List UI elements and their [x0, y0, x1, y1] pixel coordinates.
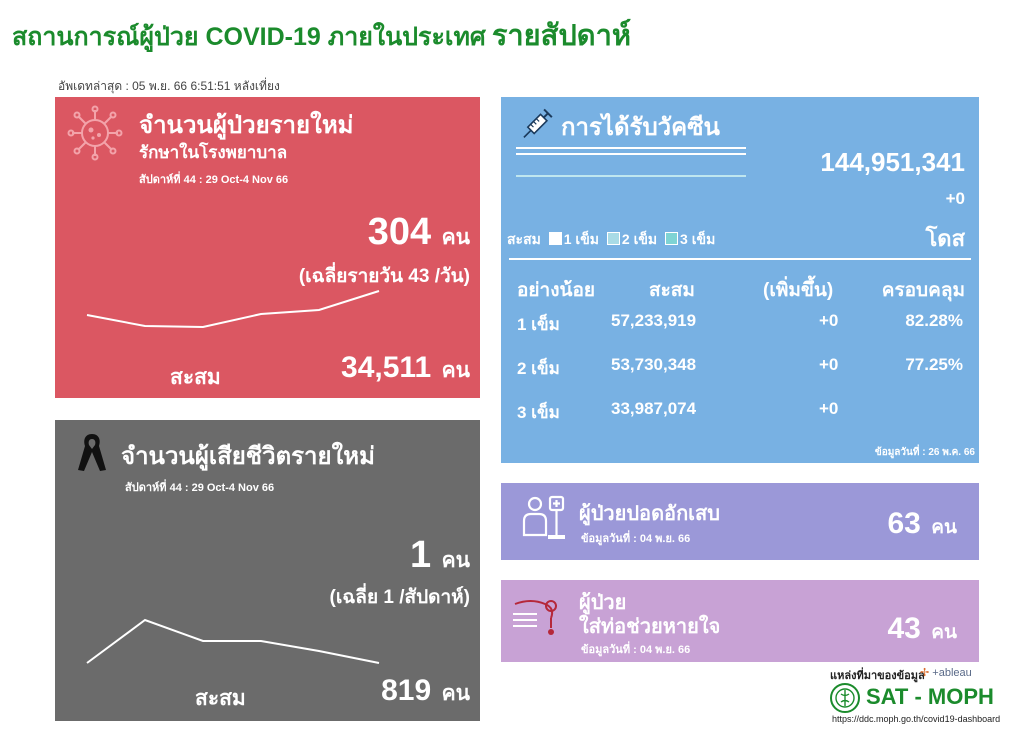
page-title: สถานการณ์ผู้ป่วย COVID-19 ภายในประเทศ ราย…: [12, 12, 631, 58]
deaths-cumulative-label: สะสม: [195, 687, 246, 710]
patient-icon: [522, 495, 565, 539]
dose-3-cumulative: 33,987,074: [611, 399, 697, 418]
deaths-cumulative-row: 819 คน: [381, 674, 470, 710]
deaths-cumulative-unit: คน: [441, 682, 470, 705]
new-cases-subtitle: รักษาในโรงพยาบาล: [139, 143, 288, 162]
pneumonia-title: ผู้ป่วยปอดอักเสบ: [579, 503, 720, 525]
dose-1-coverage: 82.28%: [905, 311, 963, 330]
vaccine-rule-3: [516, 175, 746, 177]
ventilator-value-row: 43 คน: [887, 612, 957, 647]
syringe-icon: [523, 108, 553, 138]
new-cases-title: จำนวนผู้ป่วยรายใหม่: [139, 112, 354, 139]
tableau-cross-icon: ✢: [920, 667, 930, 679]
new-cases-week: สัปดาห์ที่ 44 : 29 Oct-4 Nov 66: [139, 174, 289, 186]
dose-1-label: 1 เข็ม: [517, 315, 560, 334]
vaccine-rule-1: [516, 147, 746, 149]
ventilator-unit: คน: [931, 622, 957, 643]
new-cases-trend-line: [86, 290, 380, 329]
pneumonia-panel[interactable]: ผู้ป่วยปอดอักเสบ ข้อมูลวันที่ : 04 พ.ย. …: [501, 483, 979, 560]
legend-item-1: 1 เข็ม: [563, 231, 599, 247]
pneumonia-data-date: ข้อมูลวันที่ : 04 พ.ย. 66: [581, 533, 691, 545]
deaths-value-row: 1 คน: [410, 534, 470, 577]
pneumonia-value: 63: [887, 507, 921, 540]
new-cases-cumulative-unit: คน: [441, 359, 470, 382]
tableau-text: +ableau: [932, 667, 972, 679]
legend-swatch-3: [665, 232, 679, 245]
legend-label: สะสม: [507, 231, 541, 247]
title-suffix: รายสัปดาห์: [491, 20, 632, 52]
vaccine-panel[interactable]: การได้รับวัคซีน 144,951,341 +0 โดส สะสม …: [501, 97, 979, 463]
legend-swatch-1: [548, 232, 562, 245]
deaths-unit: คน: [441, 549, 470, 572]
last-updated: อัพเดทล่าสุด : 05 พ.ย. 66 6:51:51 หลังเท…: [58, 79, 280, 93]
ventilator-title-line2: ใส่ท่อช่วยหายใจ: [579, 616, 721, 638]
dose-1-increase: +0: [819, 311, 839, 330]
vaccine-divider: [509, 258, 971, 260]
dose-2-label: 2 เข็ม: [517, 359, 560, 378]
moph-seal-icon: [830, 683, 860, 713]
deaths-panel[interactable]: จำนวนผู้เสียชีวิตรายใหม่ สัปดาห์ที่ 44 :…: [55, 420, 480, 721]
legend-swatch-2: [606, 232, 620, 245]
virus-icon: [67, 105, 123, 161]
black-ribbon-icon: [78, 434, 106, 471]
legend-item-3: 3 เข็ม: [680, 231, 716, 247]
new-cases-unit: คน: [441, 226, 470, 249]
column-header-coverage: ครอบคลุม: [881, 280, 965, 301]
new-cases-panel[interactable]: จำนวนผู้ป่วยรายใหม่ รักษาในโรงพยาบาล สัป…: [55, 97, 480, 398]
vaccine-title: การได้รับวัคซีน: [561, 114, 720, 141]
dose-3-label: 3 เข็ม: [517, 403, 560, 422]
vaccine-legend: สะสม 1 เข็ม 2 เข็ม 3 เข็ม: [507, 229, 715, 251]
deaths-cumulative: 819: [381, 674, 432, 707]
source-url[interactable]: https://ddc.moph.go.th/covid19-dashboard: [832, 714, 1001, 724]
org-name: SAT - MOPH: [866, 684, 994, 709]
deaths-week: สัปดาห์ที่ 44 : 29 Oct-4 Nov 66: [125, 482, 275, 494]
new-cases-value-row: 304 คน: [368, 211, 470, 254]
dose-2-cumulative: 53,730,348: [611, 355, 697, 374]
deaths-title: จำนวนผู้เสียชีวิตรายใหม่: [121, 443, 375, 470]
dose-3-increase: +0: [819, 399, 839, 418]
source-label: แหล่งที่มาของข้อมูล: [830, 670, 925, 682]
vaccine-data-date: ข้อมูลวันที่ : 26 พ.ค. 66: [874, 447, 975, 458]
intubation-icon: [513, 600, 557, 635]
deaths-trend-line: [86, 618, 380, 664]
dose-2-increase: +0: [819, 355, 839, 374]
tableau-logo: ✢ +ableau: [920, 666, 972, 679]
vaccine-rule-2: [516, 153, 746, 155]
title-main: สถานการณ์ผู้ป่วย COVID-19 ภายในประเทศ: [12, 23, 486, 51]
legend-item-2: 2 เข็ม: [621, 231, 658, 247]
ventilator-value: 43: [887, 612, 921, 645]
deaths-value: 1: [410, 534, 432, 576]
deaths-average: (เฉลี่ย 1 /สัปดาห์): [329, 587, 470, 608]
new-cases-cumulative: 34,511: [341, 351, 432, 384]
pneumonia-unit: คน: [931, 517, 957, 538]
dose-2-coverage: 77.25%: [905, 355, 963, 374]
vaccine-unit: โดส: [925, 226, 965, 251]
ventilator-data-date: ข้อมูลวันที่ : 04 พ.ย. 66: [581, 644, 691, 656]
column-header-increase: (เพิ่มขึ้น): [763, 280, 834, 301]
new-cases-value: 304: [367, 211, 432, 253]
dose-1-cumulative: 57,233,919: [611, 311, 697, 330]
new-cases-cumulative-row: 34,511 คน: [341, 351, 470, 387]
ventilator-title-line1: ผู้ป่วย: [579, 592, 627, 614]
ventilator-panel[interactable]: ผู้ป่วย ใส่ท่อช่วยหายใจ ข้อมูลวันที่ : 0…: [501, 580, 979, 662]
vaccine-total: 144,951,341: [820, 147, 965, 177]
column-header-min: อย่างน้อย: [517, 280, 596, 301]
pneumonia-value-row: 63 คน: [887, 507, 957, 542]
vaccine-change: +0: [945, 189, 965, 208]
new-cases-average: (เฉลี่ยรายวัน 43 /วัน): [298, 266, 470, 287]
column-header-cumulative: สะสม: [649, 280, 695, 301]
new-cases-cumulative-label: สะสม: [170, 366, 221, 389]
